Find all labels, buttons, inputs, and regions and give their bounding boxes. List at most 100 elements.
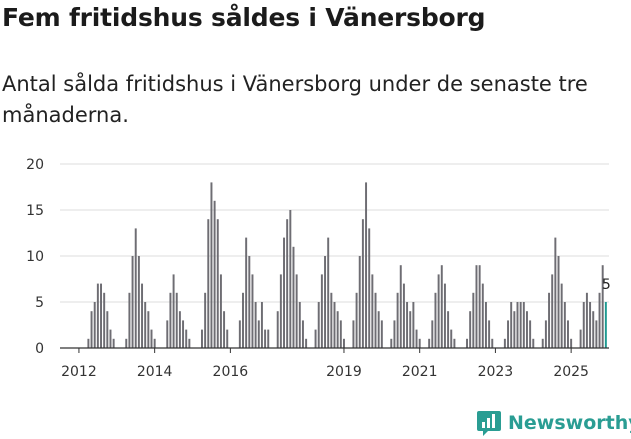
bar bbox=[358, 256, 361, 348]
bar bbox=[598, 292, 601, 348]
bar bbox=[216, 219, 219, 348]
bar bbox=[475, 265, 478, 348]
bar bbox=[267, 329, 270, 348]
bar bbox=[484, 302, 487, 348]
bar bbox=[551, 274, 554, 348]
bar bbox=[529, 320, 532, 348]
y-tick-label: 20 bbox=[26, 157, 44, 173]
bar bbox=[317, 302, 320, 348]
bar bbox=[472, 292, 475, 348]
bar bbox=[339, 320, 342, 348]
bar bbox=[601, 265, 604, 348]
bar bbox=[418, 338, 421, 348]
bar bbox=[402, 283, 405, 348]
bar bbox=[352, 320, 355, 348]
bar bbox=[223, 311, 226, 348]
bar bbox=[109, 329, 112, 348]
bar bbox=[434, 292, 437, 348]
bar bbox=[544, 320, 547, 348]
bar bbox=[103, 292, 106, 348]
bar bbox=[428, 338, 431, 348]
bar bbox=[361, 219, 364, 348]
bar bbox=[393, 320, 396, 348]
bar bbox=[141, 283, 144, 348]
bar bbox=[106, 311, 109, 348]
bar bbox=[248, 256, 251, 348]
y-tick-label: 10 bbox=[26, 249, 44, 265]
bar bbox=[570, 338, 573, 348]
bar bbox=[390, 338, 393, 348]
bar bbox=[595, 320, 598, 348]
bar bbox=[513, 311, 516, 348]
bar bbox=[469, 311, 472, 348]
bar bbox=[368, 228, 371, 348]
chart-subtitle: Antal sålda fritidshus i Vänersborg unde… bbox=[2, 72, 588, 127]
bar bbox=[447, 311, 450, 348]
bar bbox=[175, 292, 178, 348]
bar bbox=[292, 246, 295, 348]
y-tick-label: 5 bbox=[35, 295, 44, 311]
x-tick-label: 2021 bbox=[402, 364, 438, 380]
bar bbox=[371, 274, 374, 348]
bar bbox=[333, 302, 336, 348]
bar bbox=[525, 311, 528, 348]
bar bbox=[210, 182, 213, 348]
bar bbox=[519, 302, 522, 348]
bar bbox=[169, 292, 172, 348]
bar bbox=[541, 338, 544, 348]
bar bbox=[147, 311, 150, 348]
bar bbox=[579, 329, 582, 348]
bar bbox=[324, 256, 327, 348]
bar bbox=[491, 338, 494, 348]
bar bbox=[443, 283, 446, 348]
bar bbox=[207, 219, 210, 348]
bar bbox=[522, 302, 525, 348]
bar bbox=[330, 292, 333, 348]
bar bbox=[260, 302, 263, 348]
bar bbox=[283, 237, 285, 348]
bar bbox=[507, 320, 510, 348]
bar bbox=[238, 320, 241, 348]
bar bbox=[96, 283, 99, 348]
bar bbox=[150, 329, 153, 348]
x-tick-label: 2016 bbox=[213, 364, 249, 380]
x-tick-label: 2019 bbox=[326, 364, 362, 380]
bar bbox=[305, 338, 308, 348]
highlight-value-label: 5 bbox=[602, 277, 611, 293]
bar bbox=[563, 302, 566, 348]
bar bbox=[327, 237, 330, 348]
bar bbox=[178, 311, 181, 348]
bar bbox=[557, 256, 560, 348]
highlight-bar bbox=[604, 302, 607, 348]
bar bbox=[112, 338, 115, 348]
bar bbox=[450, 329, 453, 348]
bar bbox=[137, 256, 140, 348]
bar bbox=[254, 302, 257, 348]
bar bbox=[396, 292, 399, 348]
bar bbox=[251, 274, 254, 348]
bar bbox=[264, 329, 267, 348]
bar bbox=[412, 302, 415, 348]
bar bbox=[478, 265, 481, 348]
bar bbox=[219, 274, 222, 348]
bar bbox=[90, 311, 93, 348]
bar bbox=[453, 338, 456, 348]
bar bbox=[560, 283, 563, 348]
bar bbox=[532, 338, 535, 348]
bar bbox=[295, 274, 298, 348]
bar bbox=[406, 302, 409, 348]
bar-chart: 0 5 10 15 20 2012 2014 2016 2019 2021 2023 2025 5 bbox=[26, 157, 611, 380]
bar bbox=[355, 292, 358, 348]
bar bbox=[131, 256, 134, 348]
bar bbox=[286, 219, 289, 348]
bar bbox=[431, 320, 434, 348]
bar bbox=[204, 292, 207, 348]
chart-title: Fem fritidshus såldes i Vänersborg bbox=[2, 3, 486, 32]
bar bbox=[399, 265, 402, 348]
bar bbox=[188, 338, 191, 348]
bar bbox=[409, 311, 412, 348]
bar bbox=[567, 320, 569, 348]
bar bbox=[510, 302, 513, 348]
bar bbox=[592, 311, 595, 348]
bar bbox=[144, 302, 147, 348]
